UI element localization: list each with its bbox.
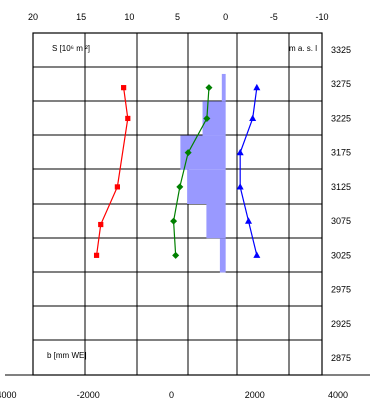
right-tick-8: 2925 — [331, 319, 351, 329]
series-2-point-2 — [236, 148, 244, 156]
top-tick-4: 0 — [223, 12, 228, 22]
series-0-point-0 — [121, 85, 127, 91]
series-layer — [93, 83, 261, 259]
bottom-tick-2: 0 — [169, 390, 174, 400]
right-tick-5: 3075 — [331, 216, 351, 226]
grid — [32, 32, 322, 376]
right-tick-4: 3125 — [331, 182, 351, 192]
series-0-point-2 — [114, 184, 120, 190]
area-bar-3 — [187, 169, 226, 204]
top-tick-2: 10 — [124, 12, 134, 22]
top-tick-1: 15 — [76, 12, 86, 22]
top-tick-6: -10 — [315, 12, 328, 22]
series-2-point-5 — [253, 251, 261, 258]
series-1-point-5 — [172, 251, 180, 259]
series-2-point-1 — [249, 114, 257, 122]
right-tick-7: 2975 — [331, 285, 351, 295]
series-1-point-4 — [170, 217, 178, 225]
top-axis-label: S [10⁶ m ²] — [52, 44, 90, 53]
bottom-tick-4: 4000 — [328, 390, 348, 400]
series-2-line — [239, 87, 258, 256]
series-1-point-0 — [205, 84, 213, 92]
series-1-line — [172, 87, 210, 256]
area-bar-4 — [206, 204, 226, 239]
right-tick-0: 3325 — [331, 45, 351, 55]
series-0-point-3 — [98, 221, 104, 228]
right-axis-label: m a. s. l — [289, 44, 317, 53]
series-1-point-2 — [184, 149, 192, 157]
bottom-tick-0: -4000 — [0, 390, 17, 400]
bottom-axis-label: b [mm WE] — [47, 351, 87, 360]
area-bar-0 — [221, 73, 226, 102]
area-bar-1 — [202, 101, 226, 136]
right-tick-2: 3225 — [331, 113, 351, 123]
right-tick-9: 2875 — [331, 353, 351, 363]
series-2-point-3 — [236, 183, 244, 190]
tick-labels: 20 15 10 5 0 -5 -10 -4000 -2000 0 2000 4000 3325 3275… — [0, 12, 351, 400]
bottom-tick-1: -2000 — [77, 390, 100, 400]
series-2-point-0 — [253, 83, 261, 91]
top-tick-5: -5 — [270, 12, 278, 22]
series-1-point-3 — [176, 183, 184, 191]
area-bars — [180, 73, 226, 273]
right-tick-3: 3175 — [331, 148, 351, 158]
series-0-point-1 — [125, 115, 131, 122]
area-bar-5 — [219, 238, 226, 273]
top-tick-3: 5 — [175, 12, 180, 22]
right-tick-6: 3025 — [331, 250, 351, 260]
top-tick-0: 20 — [28, 12, 38, 22]
series-1-point-1 — [203, 114, 211, 122]
series-0-line — [95, 87, 129, 256]
bottom-tick-3: 2000 — [245, 390, 265, 400]
series-2-point-4 — [245, 217, 253, 224]
right-tick-1: 3275 — [331, 79, 351, 89]
plot-frame-layer — [5, 32, 370, 376]
series-0-point-4 — [93, 252, 100, 258]
